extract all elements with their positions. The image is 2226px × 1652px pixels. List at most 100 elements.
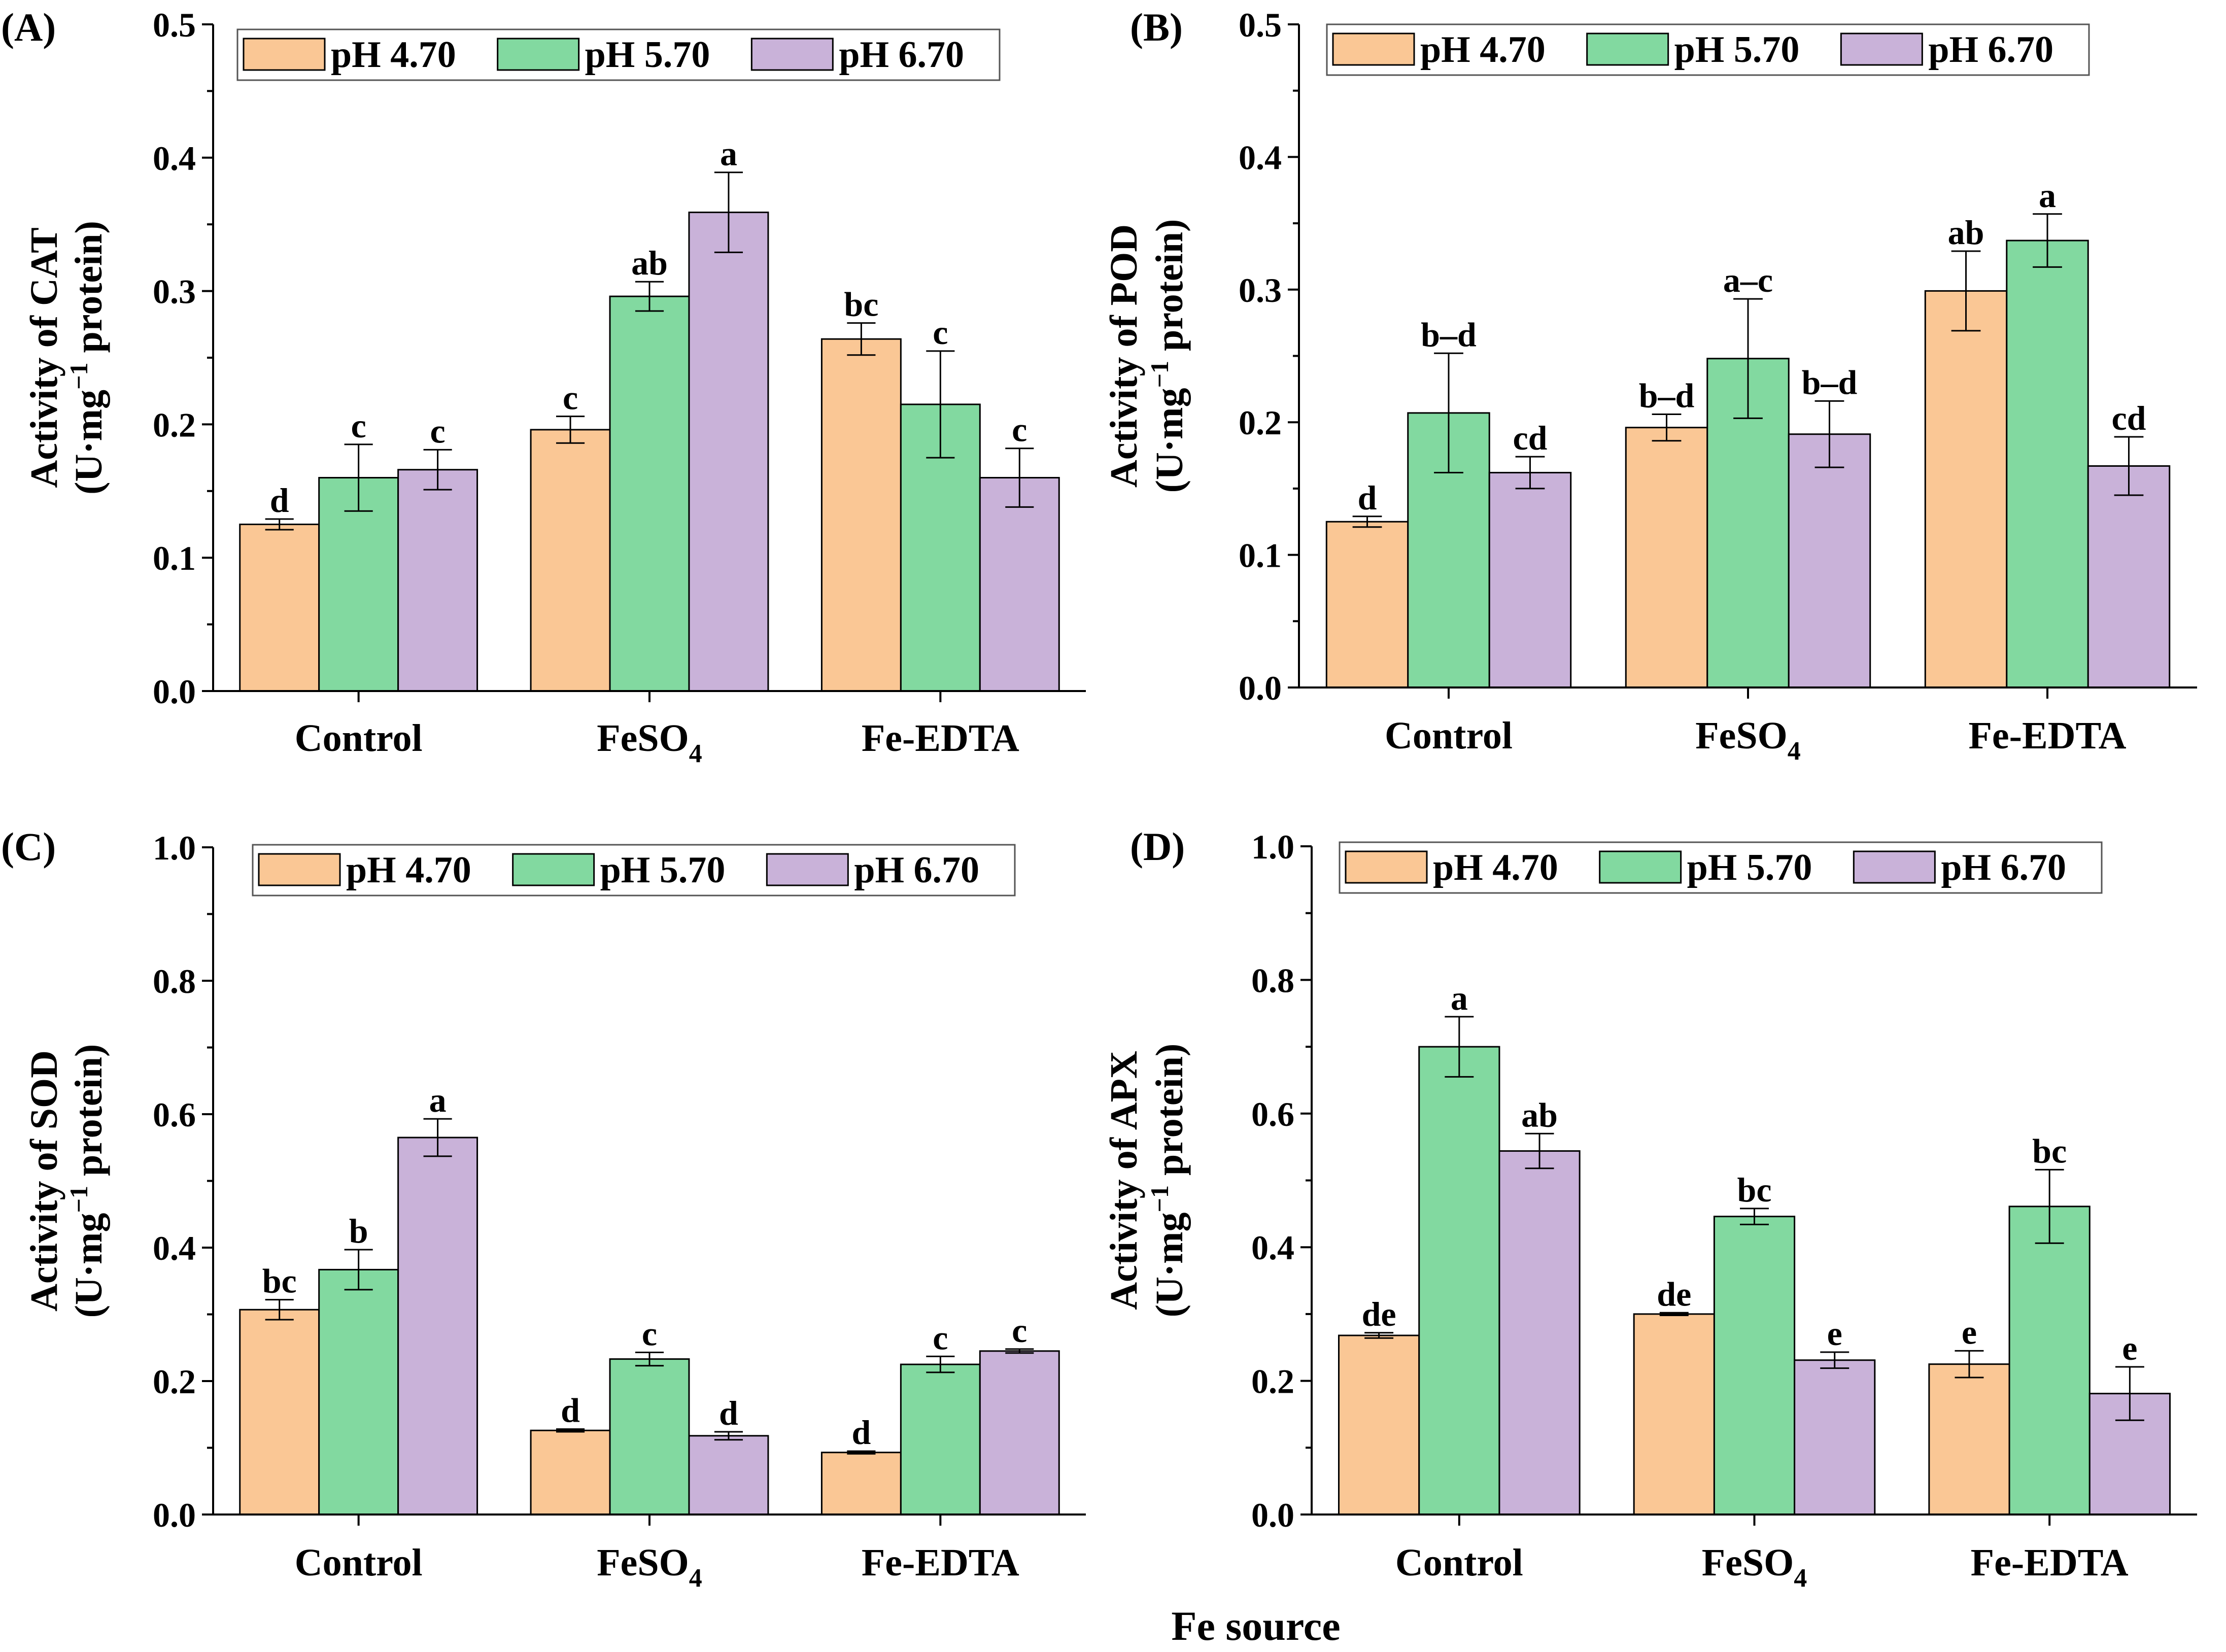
legend-entry-label: pH 6.70 — [1941, 847, 2066, 888]
error-bar — [423, 449, 452, 491]
legend-swatch — [1332, 32, 1415, 66]
significance-letter: c — [563, 378, 578, 417]
panel-label: (D) — [1130, 824, 1185, 869]
significance-letter: bc — [262, 1262, 297, 1300]
y-tick-label: 0.4 — [153, 1229, 196, 1267]
y-tick-label: 0.4 — [1239, 138, 1282, 177]
legend-box — [236, 28, 1001, 81]
error-bar — [344, 1249, 373, 1291]
bar-ph-6-70-1 — [688, 1435, 769, 1516]
bar-ph-6-70-0 — [1488, 472, 1572, 689]
legend-entry-label: pH 4.70 — [1420, 29, 1546, 71]
x-tick-label-main: Control — [1395, 1541, 1523, 1584]
error-bar — [1364, 1332, 1394, 1339]
x-tick-label: Fe-EDTA — [862, 717, 1019, 760]
bar-ph-5-70-2 — [2006, 239, 2089, 689]
error-bar — [635, 281, 664, 312]
panel-b: (B)Activity of POD (U·mg−1 protein)db–dab… — [1103, 5, 2197, 766]
significance-letter: b–d — [1421, 315, 1477, 354]
y-axis-unit-label: (U·mg−1 protein) — [1145, 1044, 1191, 1318]
bar-ph-5-70-0 — [1418, 1046, 1500, 1516]
x-tick-label-main: FeSO — [1695, 714, 1788, 757]
legend-entry-label: pH 6.70 — [1928, 29, 2053, 71]
y-tick-label: 0.2 — [153, 1362, 196, 1401]
error-bar — [847, 1450, 876, 1455]
x-tick-label: Control — [295, 1541, 423, 1584]
x-tick-label-main: Fe-EDTA — [1969, 714, 2127, 757]
legend-swatch — [766, 853, 849, 886]
y-axis-unit-prefix: (U·mg — [1148, 1213, 1191, 1318]
y-axis-unit-superscript: −1 — [1145, 1185, 1174, 1213]
significance-letter: de — [1362, 1295, 1396, 1333]
x-tick-label-subscript: 4 — [1794, 1564, 1807, 1593]
bar-ph-5-70-2 — [900, 1363, 981, 1516]
error-bar — [635, 1351, 664, 1367]
error-bar — [1951, 250, 1981, 332]
y-tick-label: 0.5 — [1239, 6, 1282, 44]
y-axis-unit-superscript: −1 — [64, 1186, 93, 1213]
y-axis-label: Activity of SOD — [23, 1050, 65, 1312]
bar-ph-4-70-2 — [820, 338, 902, 692]
x-tick-label: Fe-EDTA — [862, 1541, 1019, 1584]
significance-letter: bc — [2032, 1131, 2067, 1170]
error-bar — [1005, 1348, 1034, 1354]
x-tick-label: FeSO4 — [1695, 714, 1801, 766]
bar-ph-4-70-0 — [239, 1309, 320, 1516]
y-tick-label: 0.4 — [1251, 1228, 1294, 1267]
x-tick-label-main: FeSO — [597, 1541, 689, 1584]
significance-letter: d — [561, 1391, 580, 1430]
error-bar — [265, 518, 294, 531]
bar-ph-4-70-0 — [1338, 1334, 1420, 1516]
bar-ph-4-70-1 — [530, 1429, 611, 1516]
y-axis-unit-label: (U·mg−1 protein) — [1145, 219, 1191, 493]
bar-ph-5-70-1 — [1713, 1216, 1796, 1516]
significance-letter: d — [1358, 478, 1377, 517]
y-axis-unit-prefix: (U·mg — [1148, 388, 1191, 493]
significance-letter: a — [1451, 979, 1468, 1017]
bar-ph-6-70-1 — [1794, 1359, 1876, 1516]
significance-letter: cd — [1513, 419, 1547, 457]
error-bar — [2035, 1168, 2064, 1244]
legend-swatch — [750, 38, 834, 71]
bar-ph-4-70-0 — [1325, 521, 1409, 689]
error-bar — [926, 1355, 955, 1373]
y-axis-unit-label: (U·mg−1 protein) — [64, 1044, 110, 1318]
legend-entry-label: pH 5.70 — [1687, 847, 1812, 888]
panel-label: (C) — [1, 824, 56, 869]
bar-ph-6-70-1 — [688, 212, 769, 692]
error-bar — [2033, 213, 2062, 268]
y-axis-unit-superscript: −1 — [1145, 361, 1174, 388]
y-tick-label: 0.2 — [1239, 403, 1282, 442]
y-axis-unit-suffix: protein) — [67, 221, 110, 362]
significance-letter: a — [720, 134, 737, 173]
legend-swatch — [1853, 850, 1936, 884]
legend-swatch — [1586, 32, 1669, 66]
significance-letter: a — [2039, 176, 2056, 215]
y-tick-label: 1.0 — [153, 829, 196, 867]
legend-box — [1326, 23, 2090, 76]
significance-letter: e — [2122, 1329, 2137, 1367]
y-axis-label: Activity of CAT — [23, 227, 65, 488]
x-tick-label: Fe-EDTA — [1969, 714, 2127, 757]
y-tick-label: 0.2 — [1251, 1362, 1294, 1401]
y-tick-label: 0.3 — [1239, 271, 1282, 309]
legend: pH 4.70 pH 5.70 pH 6.70 — [1326, 23, 2090, 76]
error-bar — [265, 1299, 294, 1321]
error-bar — [1820, 1351, 1850, 1369]
y-axis-unit-suffix: protein) — [1148, 1044, 1191, 1185]
legend-entry-label: pH 4.70 — [1433, 847, 1558, 888]
legend-swatch — [243, 38, 326, 71]
significance-letter: de — [1657, 1275, 1691, 1313]
error-bar — [714, 1431, 743, 1441]
y-tick-label: 0.0 — [153, 1496, 196, 1534]
bar-ph-5-70-1 — [609, 295, 690, 692]
bar-ph-4-70-2 — [1928, 1363, 2010, 1516]
y-tick-label: 0.0 — [1239, 669, 1282, 707]
legend-swatch — [1840, 32, 1923, 66]
y-tick-label: 0.6 — [1251, 1095, 1294, 1133]
bar-ph-6-70-0 — [397, 1137, 478, 1516]
significance-letter: d — [719, 1394, 738, 1432]
significance-letter: bc — [844, 285, 878, 324]
significance-letter: c — [430, 411, 446, 450]
